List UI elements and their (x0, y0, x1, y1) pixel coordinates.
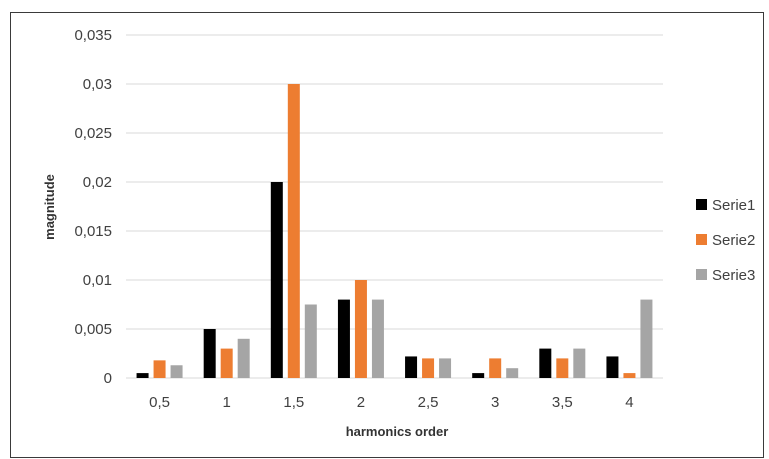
legend-swatch-serie2 (696, 234, 707, 245)
bar-serie1-3 (270, 182, 283, 378)
x-tick-label: 0,5 (149, 394, 170, 411)
legend: Serie1 Serie2 Serie3 (696, 197, 755, 284)
bar-serie1-7 (539, 348, 552, 378)
bar-serie3-1 (170, 365, 183, 378)
bar-serie2-6 (489, 358, 502, 378)
bar-serie3-3 (304, 304, 317, 378)
chart-frame (10, 12, 764, 458)
bar-serie2-2 (220, 348, 233, 378)
x-tick-label: 2,5 (418, 394, 439, 411)
bars (136, 84, 653, 378)
bar-serie3-8 (640, 299, 653, 378)
y-axis-title: magnitude (42, 174, 57, 240)
bar-serie2-5 (422, 358, 435, 378)
legend-swatch-serie1 (696, 199, 707, 210)
y-tick-label: 0,03 (83, 76, 112, 93)
gridlines (126, 34, 663, 379)
y-tick-label: 0,01 (83, 272, 112, 289)
y-tick-label: 0,005 (74, 321, 112, 338)
bar-serie3-2 (237, 338, 250, 378)
legend-label-serie3: Serie3 (712, 267, 755, 284)
bar-serie3-5 (439, 358, 452, 378)
x-tick-label: 1,5 (283, 394, 304, 411)
x-tick-label: 2 (357, 394, 365, 411)
x-axis-title: harmonics order (346, 424, 449, 439)
bar-serie1-1 (136, 373, 149, 378)
legend-swatch-serie3 (696, 269, 707, 280)
bar-serie2-8 (623, 373, 636, 378)
x-tick-label: 3,5 (552, 394, 573, 411)
y-tick-label: 0 (104, 370, 112, 387)
y-tick-label: 0,02 (83, 174, 112, 191)
bar-serie2-7 (556, 358, 569, 378)
y-tick-label: 0,035 (74, 27, 112, 44)
y-axis-tick-labels: 0 0,005 0,01 0,015 0,02 0,025 0,03 0,035 (74, 27, 112, 387)
x-axis-tick-labels: 0,5 1 1,5 2 2,5 3 3,5 4 (149, 394, 633, 411)
x-tick-label: 4 (625, 394, 633, 411)
bar-serie1-2 (203, 329, 216, 378)
bar-serie3-4 (371, 299, 384, 378)
x-tick-label: 3 (491, 394, 499, 411)
bar-serie2-3 (287, 84, 300, 378)
legend-label-serie2: Serie2 (712, 232, 755, 249)
bar-serie3-6 (506, 368, 519, 378)
bar-serie2-4 (354, 280, 367, 378)
bar-serie1-6 (472, 373, 485, 378)
bar-serie1-8 (606, 356, 619, 378)
bar-serie3-7 (573, 348, 586, 378)
y-tick-label: 0,025 (74, 125, 112, 142)
bar-serie2-1 (153, 360, 166, 378)
bar-serie1-5 (405, 356, 418, 378)
legend-label-serie1: Serie1 (712, 197, 755, 214)
y-tick-label: 0,015 (74, 223, 112, 240)
x-tick-label: 1 (223, 394, 231, 411)
bar-serie1-4 (337, 299, 350, 378)
